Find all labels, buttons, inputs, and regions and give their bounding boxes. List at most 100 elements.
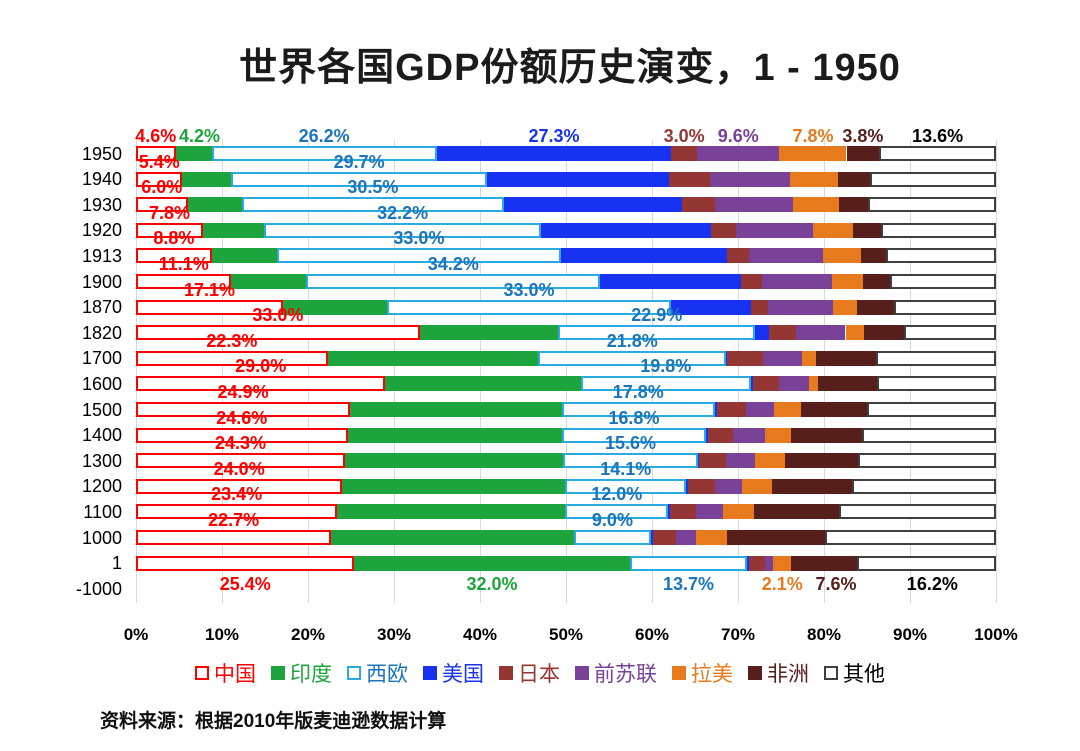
bar-segment-japan [699, 453, 726, 469]
bar-row [136, 350, 996, 366]
bar-segment-latin-america [755, 453, 786, 469]
data-label-west-europe: 21.8% [606, 330, 658, 351]
bar-segment-ussr [779, 376, 809, 392]
bar-segment-china [136, 478, 343, 494]
data-label-latin-america: 2.1% [761, 573, 803, 594]
bar-segment-west-europe [264, 222, 542, 238]
gridline [221, 140, 223, 603]
x-axis-tick: 100% [974, 624, 1018, 644]
gridline [307, 140, 309, 603]
data-label-china: 24.0% [213, 458, 265, 479]
bar-segment-usa [560, 248, 727, 264]
legend-swatch-africa [748, 666, 762, 680]
bar-segment-ussr [709, 171, 791, 187]
bar-segment-japan [717, 402, 746, 417]
bar-segment-ussr [768, 299, 834, 315]
bar-row [136, 453, 996, 469]
bar-segment-usa [651, 530, 653, 545]
bar-segment-india [354, 555, 630, 571]
legend-label: 西欧 [366, 663, 408, 686]
bar-segment-india [327, 350, 539, 366]
bar-segment-india [337, 504, 566, 520]
bar-row [136, 325, 996, 341]
bar-segment-japan [750, 299, 769, 315]
bar-row [136, 248, 996, 264]
data-label-china: 5.4% [138, 151, 180, 172]
data-label-other: 13.6% [912, 126, 964, 146]
bar-segment-latin-america [742, 478, 773, 494]
bar-segment-latin-america [823, 248, 861, 264]
bar-segment-india [331, 530, 574, 545]
bar-segment-china [136, 274, 232, 289]
data-label-west-europe: 9.0% [591, 510, 633, 530]
bar-segment-west-europe [573, 530, 652, 545]
bar-segment-latin-america [764, 427, 792, 443]
bar-segment-other [885, 248, 996, 264]
bar-segment-africa [817, 376, 878, 392]
legend-swatch-other [824, 666, 838, 680]
bar-segment-japan [726, 350, 763, 366]
bar-segment-usa [686, 478, 689, 494]
bar-segment-china [136, 146, 176, 161]
bar-segment-china [136, 453, 345, 469]
bar-segment-japan [707, 427, 733, 443]
bar-segment-usa [600, 274, 741, 289]
bar-segment-china [136, 325, 420, 341]
bar-row [136, 530, 996, 545]
legend: 中国 印度 西欧 美国 日本 前苏联 拉美 非洲 其他 [0, 658, 1080, 688]
bar-segment-africa [754, 504, 839, 520]
bar-row [136, 299, 996, 315]
bar-segment-west-europe [565, 504, 669, 520]
bar-segment-other [879, 146, 996, 161]
bar-segment-africa [853, 222, 881, 238]
bar-segment-japan [671, 146, 697, 161]
bar-row [136, 402, 996, 417]
legend-item-latin-america: 拉美 [672, 658, 733, 688]
bar-segment-other [880, 222, 996, 238]
bar-segment-other [856, 555, 996, 571]
bar-segment-japan [749, 555, 765, 571]
y-axis-label: 1900 [81, 271, 122, 292]
bar-segment-ussr [764, 555, 774, 571]
bar-row [136, 427, 996, 443]
legend-label: 其他 [843, 663, 885, 686]
bar-segment-ussr [676, 530, 696, 545]
bar-row [136, 478, 996, 494]
legend-label: 日本 [518, 663, 560, 686]
legend-swatch-china [195, 666, 209, 680]
bar-segment-usa [668, 504, 671, 520]
bar-segment-india [211, 248, 278, 264]
bar-segment-china [136, 427, 348, 443]
y-axis-label: -1000 [75, 578, 122, 599]
legend-item-other: 其他 [824, 658, 885, 688]
gridline [135, 140, 137, 603]
legend-swatch-usa [423, 666, 437, 680]
bar-segment-other [875, 350, 996, 366]
data-label-china: 24.6% [216, 407, 268, 428]
bar-segment-latin-america [790, 171, 838, 187]
gridline [651, 140, 653, 603]
bar-segment-china [136, 171, 183, 187]
y-axis-label: 1200 [81, 476, 122, 497]
bar-segment-india [347, 427, 562, 443]
bar-segment-africa [800, 402, 867, 417]
x-axis-tick: 50% [548, 624, 584, 644]
bar-segment-ussr [736, 222, 813, 238]
data-label-west-europe: 26.2% [298, 126, 350, 146]
legend-item-west-europe: 西欧 [347, 658, 408, 688]
data-label-west-europe: 33.0% [393, 228, 445, 249]
bar-segment-africa [785, 453, 858, 469]
bar-segment-latin-america [773, 555, 792, 571]
bar-segment-latin-america [845, 325, 865, 341]
bar-segment-ussr [714, 478, 743, 494]
bar-segment-china [136, 530, 332, 545]
data-label-west-europe: 12.0% [591, 484, 643, 505]
data-label-west-europe: 34.2% [427, 254, 479, 274]
bar-row [136, 376, 996, 392]
bar-segment-usa [750, 376, 753, 392]
legend-label: 拉美 [691, 663, 733, 686]
data-label-west-europe: 29.7% [333, 151, 385, 172]
data-label-india: 32.0% [466, 573, 518, 594]
gridline [393, 140, 395, 603]
bar-segment-ussr [762, 274, 832, 289]
